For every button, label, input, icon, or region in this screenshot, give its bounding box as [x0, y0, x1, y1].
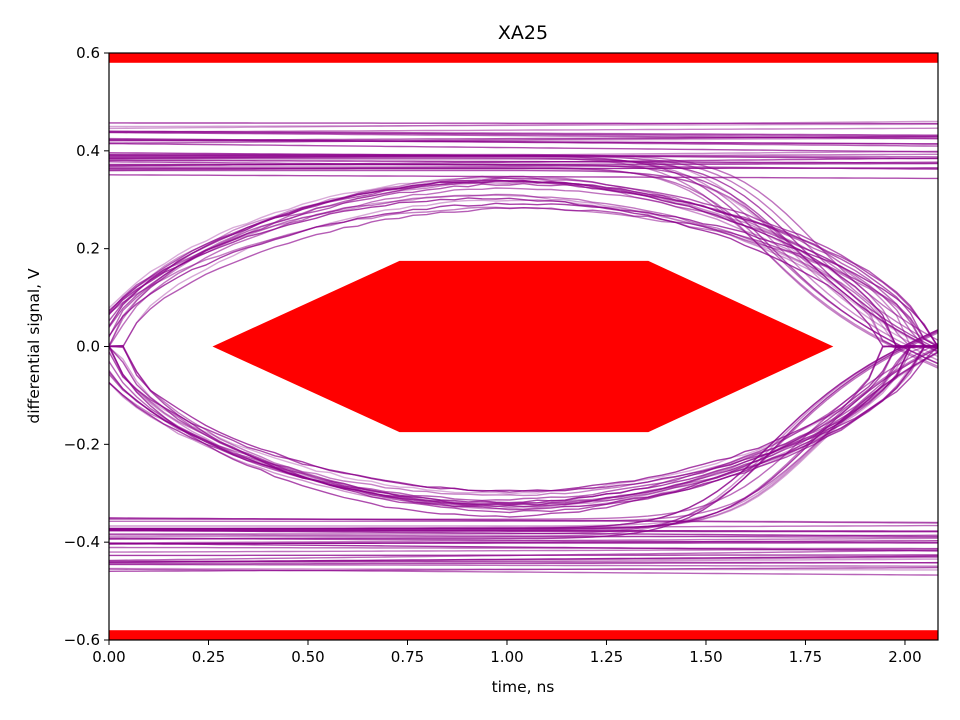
x-tick-label: 1.00	[490, 648, 523, 666]
eye-trace	[109, 166, 938, 368]
y-tick-label: 0.6	[76, 44, 100, 62]
eye-trace	[109, 167, 938, 365]
eye-trace	[109, 568, 938, 576]
eye-trace	[109, 180, 938, 347]
eye-trace	[109, 351, 938, 527]
x-tick-label: 1.25	[590, 648, 623, 666]
eye-trace	[109, 123, 938, 128]
y-tick-label: 0.4	[76, 142, 100, 160]
y-axis: 0.6 0.4 0.2 0.0 −0.2 −0.4 −0.6	[64, 44, 109, 649]
eye-trace	[109, 546, 938, 550]
x-tick-label: 2.00	[888, 648, 921, 666]
y-axis-label: differential signal, V	[25, 268, 43, 424]
eye-trace	[109, 342, 938, 520]
eye-trace	[109, 197, 938, 349]
eye-trace	[109, 344, 938, 495]
eye-trace	[109, 155, 938, 347]
eye-trace	[109, 345, 938, 509]
chart-title: XA25	[498, 22, 548, 44]
mask-top-band	[109, 53, 938, 63]
eye-trace	[109, 563, 938, 567]
eye-trace	[109, 344, 938, 518]
x-axis: 0.00 0.25 0.50 0.75 1.00 1.25 1.50 1.75 2.00	[92, 640, 922, 666]
eye-trace	[109, 154, 938, 341]
mask-center-polygon	[212, 260, 834, 433]
eye-trace	[109, 130, 938, 136]
y-tick-label: −0.2	[64, 435, 100, 453]
eye-trace	[109, 127, 938, 133]
eye-trace	[109, 179, 938, 349]
eye-trace	[109, 330, 938, 540]
eye-trace	[109, 169, 938, 352]
eye-trace	[109, 345, 938, 532]
x-tick-label: 1.50	[689, 648, 722, 666]
eye-trace	[109, 542, 938, 552]
eye-trace	[109, 332, 938, 535]
x-axis-label: time, ns	[492, 678, 555, 696]
x-tick-label: 0.50	[291, 648, 324, 666]
eye-trace	[109, 555, 938, 563]
eye-trace	[109, 158, 938, 350]
eye-trace	[109, 194, 938, 349]
eye-trace	[109, 567, 938, 571]
eye-trace	[109, 344, 938, 502]
y-tick-label: −0.6	[64, 631, 100, 649]
eye-trace	[109, 120, 938, 130]
eye-trace	[109, 540, 938, 545]
eye-trace	[109, 142, 938, 153]
y-tick-label: 0.2	[76, 240, 100, 258]
y-tick-label: 0.0	[76, 338, 100, 356]
eye-mask	[109, 53, 938, 640]
y-tick-label: −0.4	[64, 533, 100, 551]
x-tick-label: 0.25	[192, 648, 225, 666]
x-tick-label: 0.00	[92, 648, 125, 666]
x-tick-label: 1.75	[789, 648, 822, 666]
eye-trace	[109, 159, 938, 164]
eye-trace	[109, 351, 938, 530]
eye-trace	[109, 137, 938, 147]
eye-trace	[109, 122, 938, 125]
eye-trace	[109, 156, 938, 369]
mask-bottom-band	[109, 630, 938, 640]
eye-trace	[109, 175, 938, 348]
eye-trace	[109, 351, 938, 522]
eye-trace	[109, 534, 938, 538]
eye-trace	[109, 131, 938, 137]
eye-trace	[109, 329, 938, 538]
eye-trace	[109, 347, 938, 530]
eye-trace	[109, 345, 938, 506]
eye-traces	[109, 120, 938, 576]
x-tick-label: 0.75	[391, 648, 424, 666]
